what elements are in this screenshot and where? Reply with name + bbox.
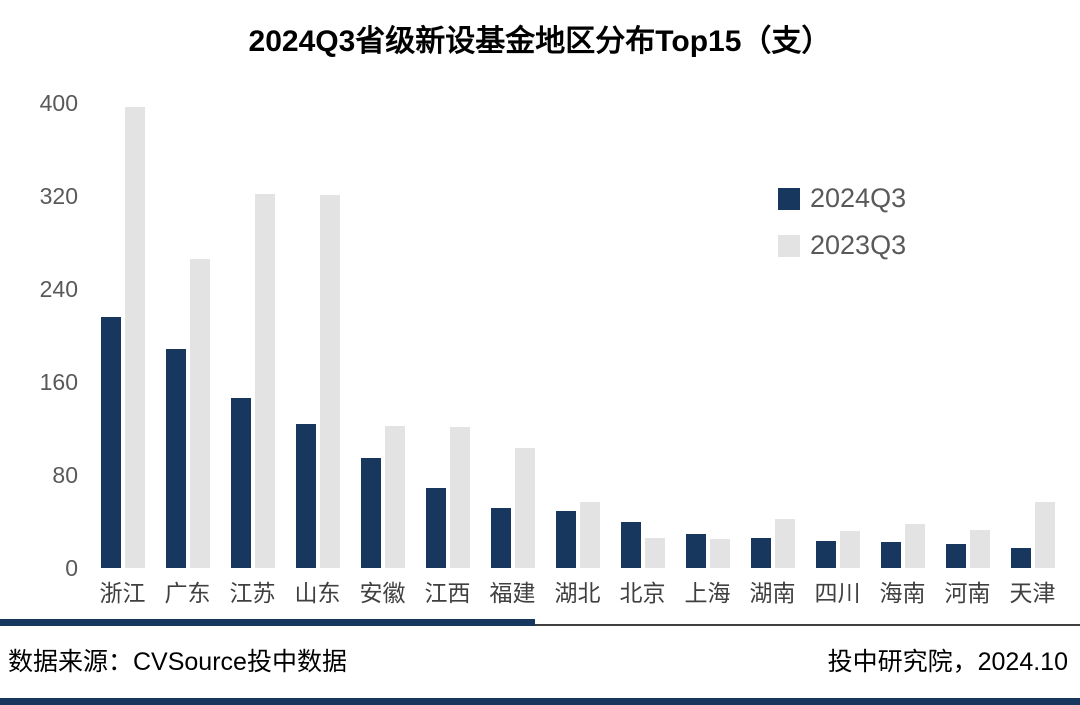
bottom-border-bar	[0, 698, 1080, 705]
x-axis-label-天津: 天津	[1009, 580, 1056, 606]
x-axis-label-江西: 江西	[424, 580, 471, 606]
bar-group-上海	[675, 103, 740, 568]
x-axis-label-海南: 海南	[879, 580, 926, 606]
bar-2023Q3-河南	[969, 529, 990, 568]
bar-group-山东	[285, 103, 350, 568]
bar-group-天津	[1000, 103, 1065, 568]
legend-label-2023Q3: 2023Q3	[810, 230, 907, 260]
bar-group-海南	[870, 103, 935, 568]
x-axis-label-江苏: 江苏	[229, 580, 276, 606]
y-axis-tick-label: 80	[52, 462, 78, 488]
divider-accent-line	[0, 619, 535, 626]
bar-2024Q3-浙江	[100, 316, 121, 568]
bar-2024Q3-四川	[815, 541, 836, 568]
bar-group-安徽	[350, 103, 415, 568]
bar-2023Q3-福建	[514, 448, 535, 568]
bar-2023Q3-北京	[644, 537, 665, 568]
credit-text: 投中研究院，2024.10	[827, 648, 1068, 676]
chart-title: 2024Q3省级新设基金地区分布Top15（支）	[248, 25, 832, 58]
bar-2024Q3-福建	[490, 507, 511, 568]
bar-2023Q3-广东	[189, 258, 210, 568]
bar-2023Q3-江苏	[254, 193, 275, 568]
bar-group-河南	[935, 103, 1000, 568]
bar-2024Q3-广东	[165, 349, 186, 568]
x-axis-label-河南: 河南	[944, 580, 991, 606]
legend-swatch-2023Q3	[778, 234, 800, 257]
bar-2024Q3-河南	[945, 543, 966, 568]
y-axis-tick-label: 0	[65, 555, 78, 581]
bar-2024Q3-天津	[1010, 548, 1031, 568]
bar-group-福建	[480, 103, 545, 568]
bar-2024Q3-安徽	[360, 457, 381, 568]
bar-group-浙江	[90, 103, 155, 568]
bar-2023Q3-天津	[1034, 501, 1055, 568]
x-axis-label-北京: 北京	[619, 580, 666, 606]
bar-2023Q3-湖北	[579, 501, 600, 568]
bar-group-北京	[610, 103, 675, 568]
bar-2024Q3-上海	[685, 534, 706, 568]
x-axis-label-四川: 四川	[814, 580, 861, 606]
y-axis-tick-label: 320	[39, 183, 78, 209]
bar-2023Q3-湖南	[774, 519, 795, 568]
legend-swatch-2024Q3	[778, 187, 800, 210]
legend-item-2024Q3: 2024Q3	[778, 183, 906, 214]
bar-2024Q3-江西	[425, 487, 446, 568]
legend-item-2023Q3: 2023Q3	[778, 230, 906, 261]
legend-label-2024Q3: 2024Q3	[810, 183, 907, 213]
bar-group-江苏	[220, 103, 285, 568]
bar-2023Q3-浙江	[124, 106, 145, 568]
y-axis-tick-label: 400	[39, 90, 78, 116]
bar-2024Q3-湖南	[750, 537, 771, 568]
bar-2023Q3-江西	[449, 427, 470, 568]
bar-group-广东	[155, 103, 220, 568]
bar-group-湖南	[740, 103, 805, 568]
x-axis-label-安徽: 安徽	[359, 580, 406, 606]
x-axis-label-浙江: 浙江	[99, 580, 146, 606]
bar-2024Q3-海南	[880, 542, 901, 568]
y-axis: 0 80 160 240 320 400	[0, 90, 78, 581]
x-axis-label-福建: 福建	[489, 580, 536, 606]
x-axis-label-湖南: 湖南	[749, 580, 796, 606]
data-source-text: 数据来源：CVSource投中数据	[8, 648, 347, 676]
plot-area	[90, 103, 1065, 568]
x-axis: 浙江 广东 江苏 山东 安徽 江西 福建 湖北 北京 上海 湖南 四川 海南 河南 天津	[90, 574, 1065, 608]
bar-group-江西	[415, 103, 480, 568]
bar-2023Q3-山东	[319, 194, 340, 568]
x-axis-label-广东: 广东	[164, 580, 211, 606]
bar-2023Q3-安徽	[384, 426, 405, 568]
y-axis-tick-label: 240	[39, 276, 78, 302]
bar-2023Q3-四川	[839, 530, 860, 568]
bar-2024Q3-湖北	[555, 511, 576, 568]
bar-group-四川	[805, 103, 870, 568]
bar-2023Q3-海南	[904, 523, 925, 568]
bar-2024Q3-江苏	[230, 398, 251, 568]
legend: 2024Q3 2023Q3	[778, 183, 906, 261]
x-axis-label-湖北: 湖北	[554, 580, 601, 606]
x-axis-label-山东: 山东	[294, 580, 341, 606]
x-axis-label-上海: 上海	[684, 580, 731, 606]
divider-thin-line	[535, 624, 1080, 626]
bar-2024Q3-北京	[620, 521, 641, 568]
bar-group-湖北	[545, 103, 610, 568]
bar-2023Q3-上海	[709, 538, 730, 568]
bar-2024Q3-山东	[295, 423, 316, 568]
y-axis-tick-label: 160	[39, 369, 78, 395]
